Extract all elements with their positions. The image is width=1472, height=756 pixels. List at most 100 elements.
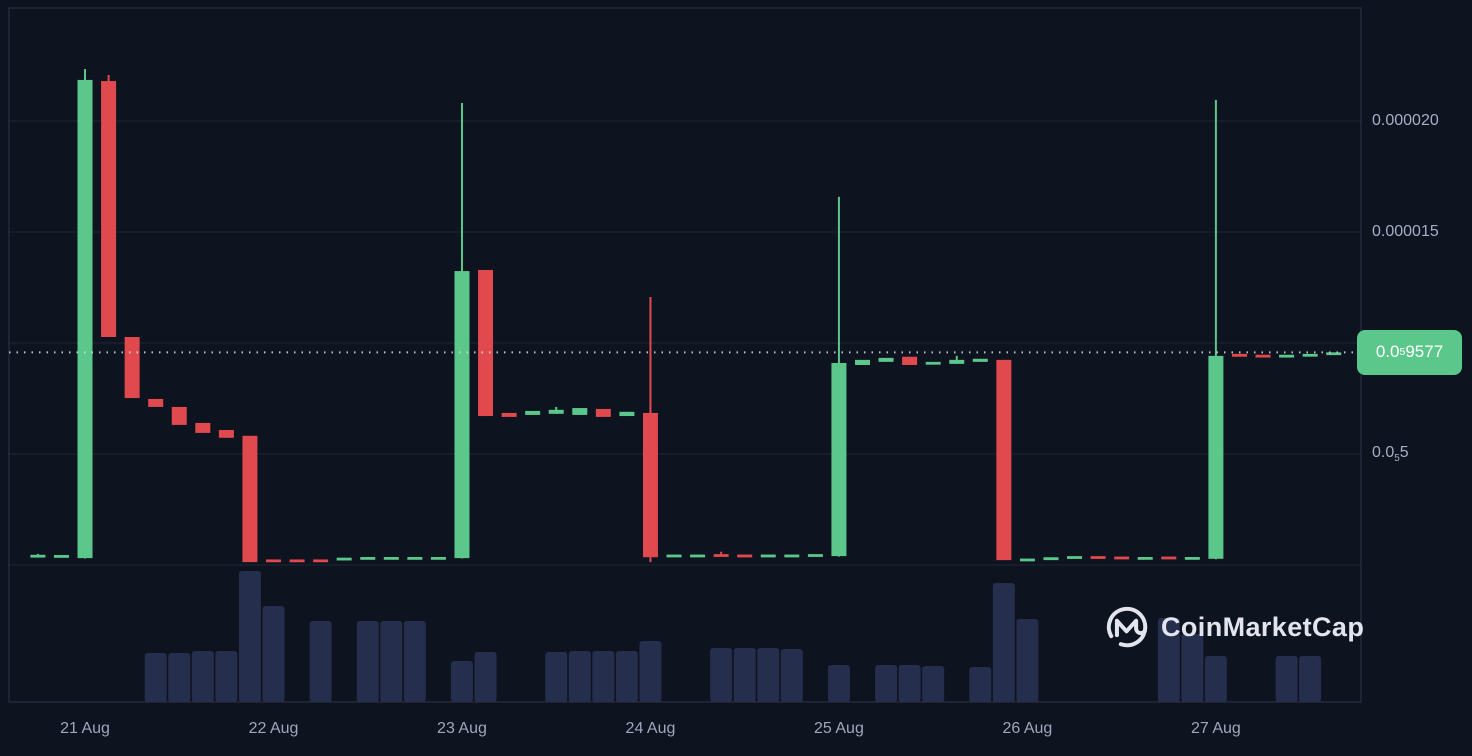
volume-bar[interactable] [450, 661, 473, 702]
candle[interactable] [1019, 558, 1035, 562]
candle[interactable] [1231, 353, 1247, 357]
candle[interactable] [831, 362, 847, 557]
candle[interactable] [501, 412, 517, 417]
candle[interactable] [383, 557, 399, 560]
candle[interactable] [713, 554, 729, 557]
candle[interactable] [1302, 353, 1318, 357]
volume-bar[interactable] [380, 621, 403, 702]
volume-bar[interactable] [875, 665, 898, 702]
candle[interactable] [266, 559, 281, 563]
candle[interactable] [784, 554, 800, 558]
candle[interactable] [336, 557, 352, 561]
volume-bar[interactable] [238, 571, 261, 702]
coinmarketcap-watermark: CoinMarketCap [1104, 598, 1364, 656]
candle[interactable] [996, 359, 1012, 561]
candle[interactable] [77, 79, 93, 559]
volume-bar[interactable] [403, 621, 426, 702]
candle[interactable] [289, 559, 305, 563]
candle[interactable] [902, 356, 918, 365]
candle[interactable] [737, 554, 753, 558]
candle[interactable] [1279, 354, 1295, 358]
candle[interactable] [1255, 354, 1271, 358]
volume-bar[interactable] [215, 651, 238, 702]
volume-bar[interactable] [356, 621, 379, 702]
volume-bar[interactable] [168, 653, 191, 702]
candle[interactable] [124, 337, 140, 399]
candle[interactable] [878, 357, 894, 362]
candle[interactable] [972, 358, 988, 362]
candle[interactable] [1090, 556, 1106, 559]
volume-bar[interactable] [592, 651, 615, 702]
candle[interactable] [454, 271, 470, 559]
candle[interactable] [1326, 352, 1342, 356]
volume-bar[interactable] [969, 667, 992, 702]
volume-bar[interactable] [639, 641, 662, 702]
volume-bar[interactable] [1157, 618, 1180, 702]
candle[interactable] [1114, 556, 1130, 560]
volume-bar[interactable] [545, 652, 568, 702]
candle[interactable] [218, 430, 234, 438]
volume-bar[interactable] [733, 648, 756, 702]
date-axis-label: 23 Aug [437, 720, 487, 737]
date-axis-label: 26 Aug [1002, 720, 1053, 737]
candle[interactable] [360, 557, 376, 560]
candle[interactable] [760, 554, 776, 558]
volume-bar[interactable] [780, 649, 803, 702]
candle[interactable] [925, 361, 941, 365]
candle[interactable] [195, 422, 211, 433]
volume-bar[interactable] [710, 648, 733, 702]
candle[interactable] [595, 408, 611, 417]
candle[interactable] [171, 406, 187, 425]
candle[interactable] [1161, 556, 1177, 560]
volume-bar[interactable] [309, 621, 332, 702]
volume-bar[interactable] [898, 665, 921, 702]
volume-bar[interactable] [1275, 656, 1298, 702]
candle[interactable] [53, 555, 69, 558]
candle[interactable] [430, 557, 446, 560]
price-axis-label: 0.055 [1372, 443, 1409, 465]
current-price-post: 9577 [1405, 342, 1444, 362]
candle[interactable] [30, 554, 46, 558]
current-price-badge: 0.0 5 9577 [1357, 329, 1462, 375]
current-price-subscript: 5 [1399, 346, 1406, 359]
candle[interactable] [407, 557, 423, 560]
candle[interactable] [1043, 557, 1059, 561]
volume-bar[interactable] [474, 652, 497, 702]
candle[interactable] [242, 435, 258, 563]
volume-bar[interactable] [1181, 634, 1204, 702]
volume-bar[interactable] [191, 651, 214, 702]
candle[interactable] [619, 411, 635, 417]
volume-bar[interactable] [1204, 656, 1227, 702]
candle[interactable] [478, 269, 494, 417]
volume-bar[interactable] [144, 653, 167, 702]
candle[interactable] [666, 554, 682, 558]
candle[interactable] [1184, 557, 1200, 560]
candle[interactable] [949, 359, 965, 364]
volume-bar[interactable] [922, 666, 945, 702]
candle[interactable] [313, 559, 329, 563]
price-axis-label: 0.000020 [1372, 112, 1439, 129]
candle[interactable] [855, 359, 870, 365]
candle[interactable] [807, 554, 823, 557]
candle[interactable] [1137, 557, 1153, 560]
volume-bar[interactable] [568, 651, 591, 702]
candle[interactable] [690, 554, 706, 558]
volume-bar[interactable] [827, 665, 850, 702]
volume-bar[interactable] [262, 606, 285, 702]
candle[interactable] [1208, 355, 1224, 559]
candle[interactable] [572, 408, 588, 415]
candle[interactable] [1067, 556, 1083, 559]
volume-bar[interactable] [1299, 656, 1322, 702]
volume-bar[interactable] [757, 648, 780, 702]
volume-bar[interactable] [1016, 619, 1039, 702]
coinmarketcap-logo-icon [1106, 606, 1148, 648]
candle[interactable] [148, 398, 164, 407]
candle[interactable] [525, 410, 541, 415]
candle[interactable] [642, 412, 658, 558]
candle[interactable] [101, 81, 117, 338]
volume-bar[interactable] [992, 583, 1015, 702]
volume-bar[interactable] [615, 651, 638, 702]
candle[interactable] [548, 409, 564, 414]
